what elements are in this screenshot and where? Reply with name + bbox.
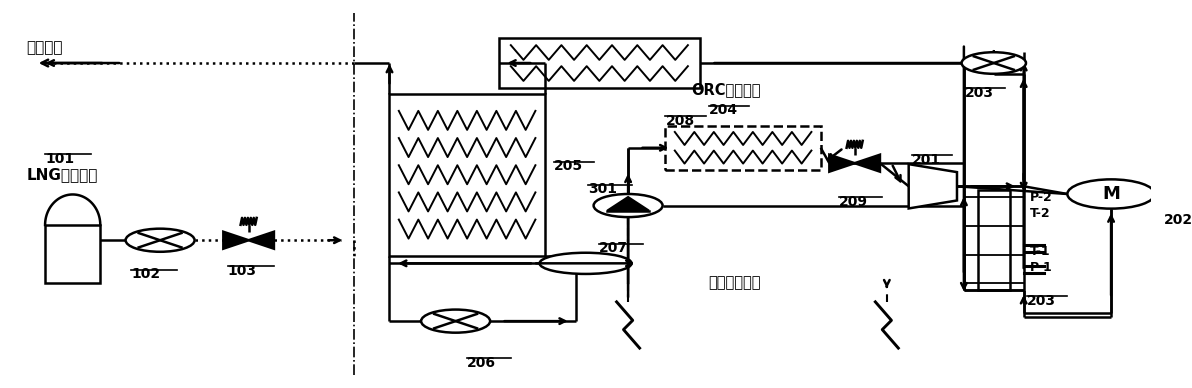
Text: 102: 102 xyxy=(131,267,161,281)
Circle shape xyxy=(594,194,663,217)
Text: 301: 301 xyxy=(588,182,616,196)
Polygon shape xyxy=(223,232,249,249)
Text: 201: 201 xyxy=(912,152,942,166)
Text: 204: 204 xyxy=(709,104,738,118)
Text: P-2: P-2 xyxy=(1030,191,1053,204)
Text: 209: 209 xyxy=(838,195,868,209)
Polygon shape xyxy=(855,155,880,171)
Text: 203: 203 xyxy=(1028,294,1056,308)
Polygon shape xyxy=(908,164,957,208)
Text: T-1: T-1 xyxy=(1030,245,1050,258)
Circle shape xyxy=(125,229,194,252)
Ellipse shape xyxy=(540,253,632,274)
Bar xyxy=(665,126,821,170)
Text: 208: 208 xyxy=(665,114,695,128)
Text: ORC发电回路: ORC发电回路 xyxy=(691,83,760,97)
Text: P-1: P-1 xyxy=(1030,261,1053,274)
Circle shape xyxy=(1067,179,1155,209)
Text: 202: 202 xyxy=(1163,213,1192,227)
Text: 103: 103 xyxy=(228,264,257,278)
Text: 207: 207 xyxy=(600,241,628,255)
Text: 206: 206 xyxy=(467,356,496,370)
Text: T-2: T-2 xyxy=(1030,207,1050,220)
Text: 工业废热回路: 工业废热回路 xyxy=(708,275,762,290)
Bar xyxy=(977,190,1010,290)
Polygon shape xyxy=(249,232,274,249)
Bar xyxy=(498,38,700,88)
Circle shape xyxy=(962,52,1026,74)
Text: 去用户端: 去用户端 xyxy=(26,40,63,55)
Polygon shape xyxy=(608,197,648,211)
Bar xyxy=(45,225,100,282)
Text: LNG气化回路: LNG气化回路 xyxy=(26,167,98,182)
Text: 203: 203 xyxy=(966,86,994,100)
Circle shape xyxy=(421,310,490,333)
Bar xyxy=(390,94,545,256)
Text: 205: 205 xyxy=(554,159,583,173)
Polygon shape xyxy=(830,155,855,171)
Text: M: M xyxy=(1103,185,1120,203)
Text: 101: 101 xyxy=(45,152,74,166)
